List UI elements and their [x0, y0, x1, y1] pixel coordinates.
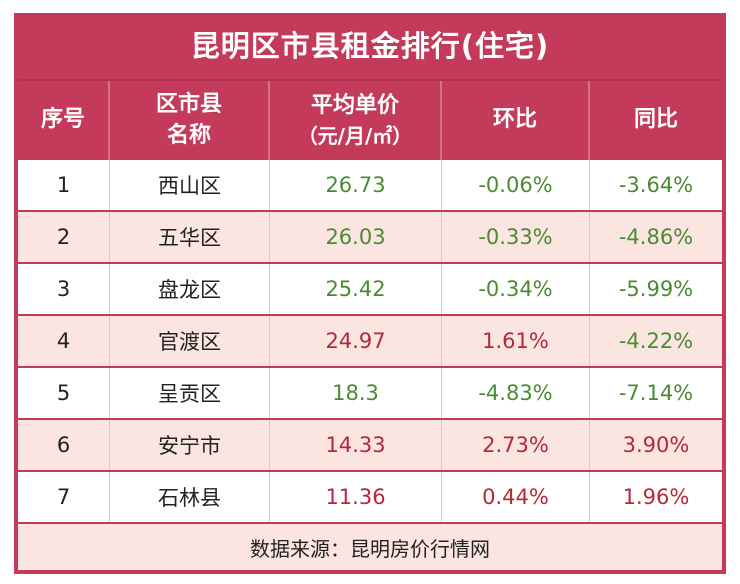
rank-cell: 1: [18, 160, 110, 210]
rank-cell: 3: [18, 264, 110, 314]
header-price: 平均单价 （元/月/㎡）: [270, 81, 442, 160]
mom-cell: 1.61%: [442, 316, 590, 366]
price-cell: 14.33: [270, 420, 442, 470]
table-row: 3 盘龙区 25.42 -0.34% -5.99%: [18, 264, 722, 316]
header-mom: 环比: [442, 81, 590, 160]
mom-cell: 0.44%: [442, 472, 590, 522]
mom-cell: -0.34%: [442, 264, 590, 314]
yoy-cell: -5.99%: [618, 277, 694, 301]
header-district-line1: 区市县: [155, 91, 222, 117]
table-row: 6 安宁市 14.33 2.73% 3.90%: [18, 420, 722, 472]
district-cell: 五华区: [110, 212, 270, 262]
district-cell: 盘龙区: [110, 264, 270, 314]
price-cell: 26.03: [270, 212, 442, 262]
table-row: 7 石林县 11.36 0.44% 1.96%: [18, 472, 722, 524]
table-row: 4 官渡区 24.97 1.61% -4.22%: [18, 316, 722, 368]
rank-cell: 4: [18, 316, 110, 366]
price-cell: 25.42: [270, 264, 442, 314]
mom-cell: -0.33%: [442, 212, 590, 262]
table-body: 1 西山区 26.73 -0.06% -3.64% 2 五华区 26.03 -0…: [18, 160, 722, 524]
rent-ranking-table: 昆明区市县租金排行(住宅) 序号 区市县 名称 平均单价 （元/月/㎡） 环比 …: [14, 13, 726, 574]
rank-cell: 7: [18, 472, 110, 522]
header-district: 区市县 名称: [110, 81, 270, 160]
header-yoy-label: 同比: [633, 107, 678, 133]
header-price-line1: 平均单价: [310, 93, 399, 119]
price-cell: 11.36: [270, 472, 442, 522]
data-source-footer: 数据来源：昆明房价行情网: [18, 524, 722, 570]
district-cell: 西山区: [110, 160, 270, 210]
yoy-cell: -7.14%: [618, 381, 694, 405]
table-row: 1 西山区 26.73 -0.06% -3.64%: [18, 160, 722, 212]
yoy-cell: 1.96%: [622, 485, 690, 509]
district-cell: 呈贡区: [110, 368, 270, 418]
yoy-cell: -3.64%: [618, 173, 694, 197]
district-cell: 石林县: [110, 472, 270, 522]
table-header: 序号 区市县 名称 平均单价 （元/月/㎡） 环比 同比: [18, 79, 722, 160]
rank-cell: 2: [18, 212, 110, 262]
mom-cell: -0.06%: [442, 160, 590, 210]
yoy-cell: -4.22%: [618, 329, 694, 353]
price-cell: 26.73: [270, 160, 442, 210]
rank-cell: 5: [18, 368, 110, 418]
header-price-line2: （元/月/㎡）: [297, 123, 413, 148]
yoy-cell: -4.86%: [618, 225, 694, 249]
table-title: 昆明区市县租金排行(住宅): [190, 29, 550, 63]
price-cell: 18.3: [270, 368, 442, 418]
table-row: 5 呈贡区 18.3 -4.83% -7.14%: [18, 368, 722, 420]
header-rank: 序号: [18, 81, 110, 160]
yoy-cell: 3.90%: [622, 433, 690, 457]
table-row: 2 五华区 26.03 -0.33% -4.86%: [18, 212, 722, 264]
header-rank-label: 序号: [40, 107, 85, 133]
rank-cell: 6: [18, 420, 110, 470]
district-cell: 安宁市: [110, 420, 270, 470]
mom-cell: -4.83%: [442, 368, 590, 418]
header-district-line2: 名称: [166, 122, 211, 148]
price-cell: 24.97: [270, 316, 442, 366]
header-yoy: 同比: [590, 81, 722, 160]
mom-cell: 2.73%: [442, 420, 590, 470]
district-cell: 官渡区: [110, 316, 270, 366]
header-mom-label: 环比: [492, 107, 537, 133]
